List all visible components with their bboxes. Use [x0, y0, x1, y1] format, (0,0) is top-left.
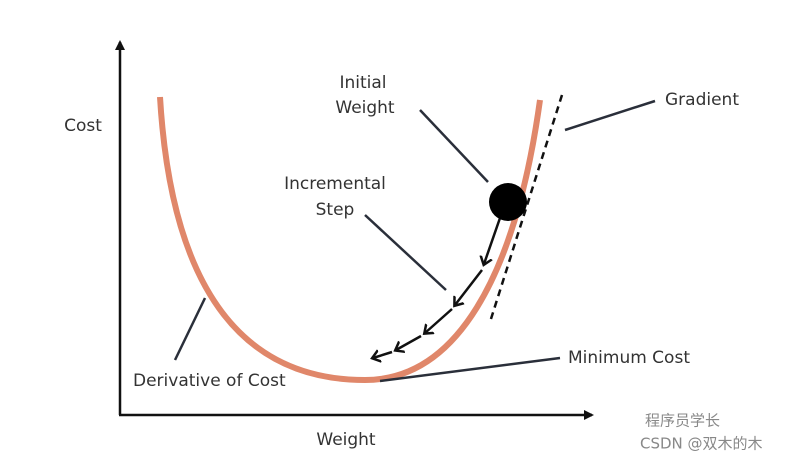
label: Minimum Cost: [568, 348, 690, 368]
label: Incremental: [284, 174, 386, 194]
pointer-lines: [173, 99, 656, 383]
x-axis-label: Weight: [316, 430, 376, 450]
watermark: 程序员学长: [645, 412, 720, 430]
step-arrow: [373, 352, 393, 358]
label: Gradient: [665, 90, 739, 110]
cost-curve: [157, 96, 543, 384]
label: Weight: [335, 98, 395, 118]
pointer: [364, 214, 447, 291]
pointer: [173, 297, 207, 361]
step-arrows: [373, 217, 502, 358]
pointer: [419, 109, 489, 183]
step-arrow: [484, 217, 502, 264]
axes: [115, 40, 594, 420]
step-arrow: [396, 334, 422, 350]
label: Step: [316, 200, 355, 220]
step-arrow: [425, 308, 453, 333]
pointer: [379, 356, 561, 383]
step-arrow: [455, 269, 483, 305]
pointer: [564, 99, 656, 132]
label: Derivative of Cost: [133, 371, 286, 391]
label: Initial: [339, 73, 386, 93]
weight-ball: [489, 183, 527, 221]
gradient-line: [488, 94, 564, 323]
y-axis-label: Cost: [64, 116, 102, 136]
watermark: CSDN @双木的木: [640, 435, 763, 453]
